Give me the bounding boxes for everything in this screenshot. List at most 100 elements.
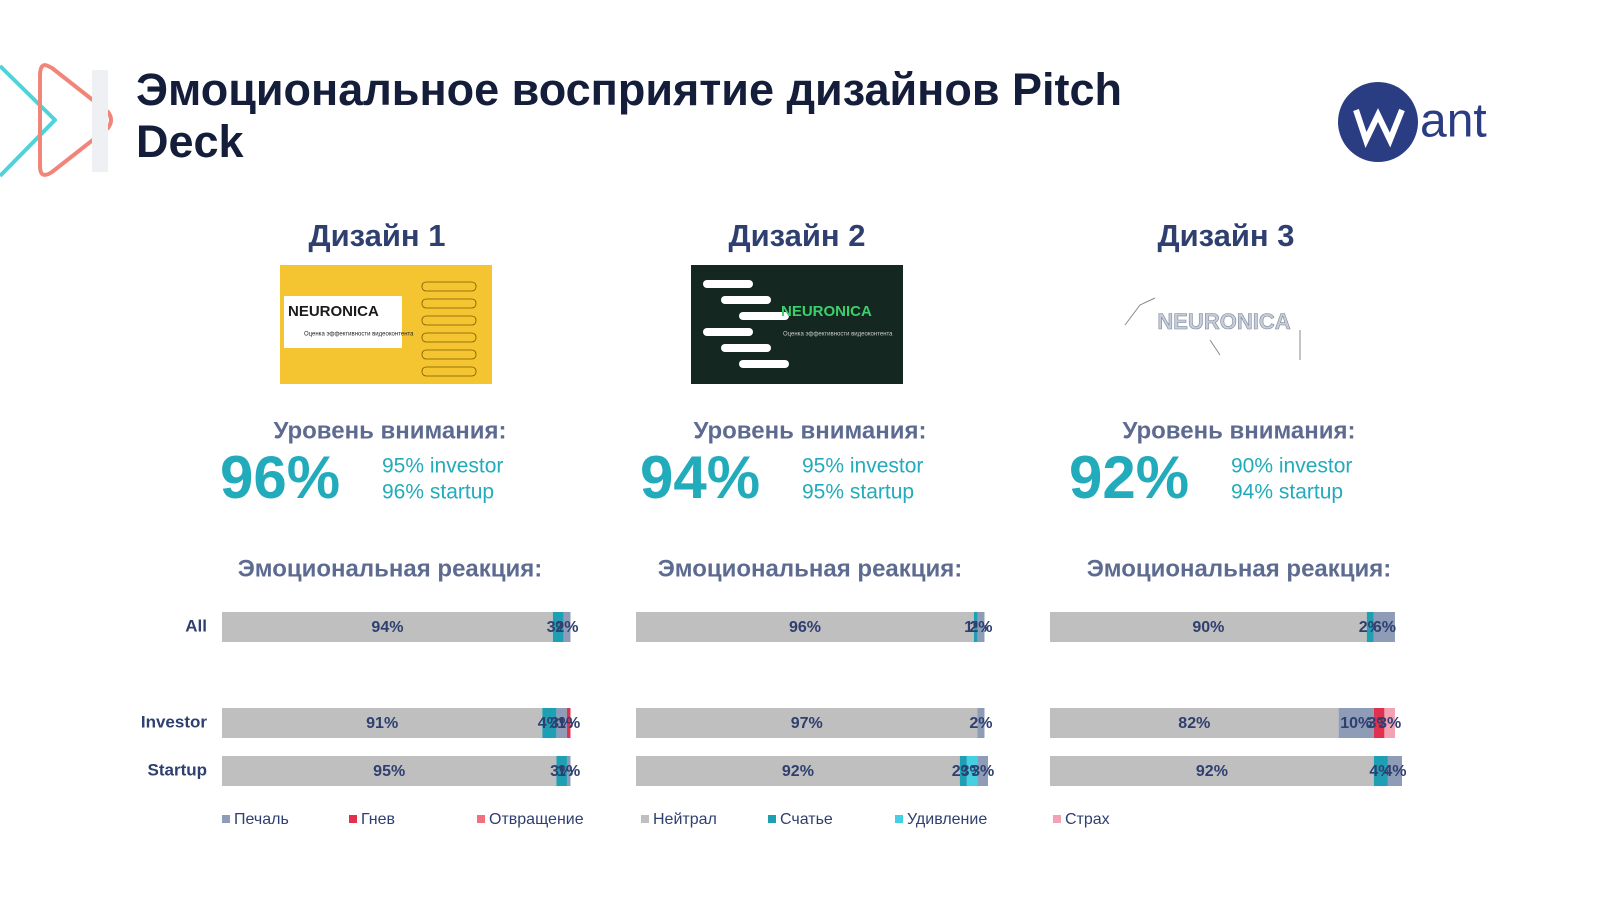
legend-swatch bbox=[768, 815, 776, 823]
thumbnail-pill bbox=[421, 349, 477, 360]
legend-label: Счатье bbox=[780, 811, 833, 828]
thumbnail-pill bbox=[703, 328, 753, 336]
value-label: 82% bbox=[1178, 715, 1210, 732]
bar-segment bbox=[966, 756, 978, 786]
bar-segment bbox=[556, 756, 567, 786]
value-label: 2% bbox=[555, 619, 578, 636]
attention-label: Уровень внимания: bbox=[273, 417, 506, 444]
arrow-decoration bbox=[0, 64, 57, 178]
bar-segment bbox=[1373, 708, 1385, 738]
value-label: 95% bbox=[373, 763, 405, 780]
thumbnail-pill bbox=[721, 344, 771, 352]
attention-value: 96% bbox=[220, 444, 340, 511]
bar-segment bbox=[1338, 708, 1374, 738]
bar-segment bbox=[566, 756, 571, 786]
attention-startup: 94% startup bbox=[1231, 481, 1343, 504]
value-label: 10% bbox=[1340, 715, 1372, 732]
bar-segment bbox=[1050, 708, 1339, 738]
thumbnail-pill bbox=[421, 366, 477, 377]
bar-segment bbox=[563, 612, 571, 642]
attention-value: 94% bbox=[640, 444, 760, 511]
logo-circle bbox=[1338, 82, 1418, 162]
legend-swatch bbox=[641, 815, 649, 823]
bar-segment bbox=[1373, 756, 1388, 786]
value-label: 3% bbox=[971, 763, 994, 780]
bar-segment bbox=[1373, 612, 1395, 642]
thumbnail-pill bbox=[739, 312, 789, 320]
bar-segment bbox=[1384, 708, 1395, 738]
attention-investor: 90% investor bbox=[1231, 455, 1352, 478]
attention-startup: 96% startup bbox=[382, 481, 494, 504]
reaction-label: Эмоциональная реакция: bbox=[238, 555, 543, 582]
bar-segment bbox=[977, 612, 985, 642]
thumbnail-sketch bbox=[1124, 297, 1301, 360]
logo-w bbox=[1353, 108, 1405, 148]
value-label: 2% bbox=[969, 619, 992, 636]
title-line: Deck bbox=[136, 116, 245, 167]
value-label: 4% bbox=[538, 715, 561, 732]
value-label: 4% bbox=[1383, 763, 1406, 780]
category-label: Startup bbox=[148, 760, 208, 779]
title-line: Эмоциональное восприятие дизайнов Pitch bbox=[136, 64, 1122, 115]
value-label: 1% bbox=[557, 715, 580, 732]
bar-segment bbox=[556, 708, 567, 738]
value-label: 97% bbox=[791, 715, 823, 732]
legend-swatch bbox=[349, 815, 357, 823]
attention-investor: 95% investor bbox=[802, 455, 923, 478]
design-heading: Дизайн 3 bbox=[1157, 218, 1294, 253]
bar-segment bbox=[542, 708, 557, 738]
bar-segment bbox=[636, 612, 974, 642]
thumbnail-panel bbox=[284, 296, 402, 348]
bar-segment bbox=[566, 708, 571, 738]
value-label: 6% bbox=[1373, 619, 1396, 636]
bar-segment bbox=[1050, 612, 1367, 642]
bar-segment bbox=[977, 756, 988, 786]
bar-segment bbox=[959, 756, 967, 786]
legend-label: Нейтрал bbox=[653, 811, 717, 828]
thumbnail-pill bbox=[739, 360, 789, 368]
bar-segment bbox=[636, 756, 960, 786]
value-label: 91% bbox=[366, 715, 398, 732]
legend-swatch bbox=[222, 815, 230, 823]
legend-label: Страх bbox=[1065, 811, 1110, 828]
value-label: 92% bbox=[782, 763, 814, 780]
bar-segment bbox=[977, 708, 985, 738]
legend-label: Печаль bbox=[234, 811, 289, 828]
bar-segment bbox=[1366, 612, 1374, 642]
category-label: Investor bbox=[141, 712, 208, 731]
thumbnail bbox=[1110, 265, 1322, 384]
bar-segment bbox=[1050, 756, 1374, 786]
category-label: All bbox=[185, 616, 207, 635]
value-label: 90% bbox=[1192, 619, 1224, 636]
thumbnail-subtitle: Оценка эффективности видеоконтента bbox=[783, 332, 893, 338]
attention-value: 92% bbox=[1069, 444, 1189, 511]
logo-text: ant bbox=[1420, 95, 1487, 148]
attention-label: Уровень внимания: bbox=[693, 417, 926, 444]
value-label: 96% bbox=[789, 619, 821, 636]
legend-label: Отвращение bbox=[489, 811, 584, 828]
bar-segment bbox=[222, 756, 557, 786]
bar-segment bbox=[636, 708, 978, 738]
decoration bbox=[0, 63, 113, 178]
arrow-decoration bbox=[38, 63, 113, 177]
reaction-label: Эмоциональная реакция: bbox=[658, 555, 963, 582]
thumbnail-title: NEURONICA bbox=[1157, 309, 1290, 334]
attention-startup: 95% startup bbox=[802, 481, 914, 504]
thumbnail-pill bbox=[703, 280, 753, 288]
legend-swatch bbox=[477, 815, 485, 823]
reaction-label: Эмоциональная реакция: bbox=[1087, 555, 1392, 582]
bar-segment bbox=[222, 708, 543, 738]
legend-label: Гнев bbox=[361, 811, 395, 828]
thumbnail-pill bbox=[421, 332, 477, 343]
bar-segment bbox=[1387, 756, 1402, 786]
bar-segment bbox=[552, 612, 564, 642]
legend-swatch bbox=[1053, 815, 1061, 823]
design-heading: Дизайн 2 bbox=[728, 218, 865, 253]
legend-swatch bbox=[895, 815, 903, 823]
thumbnail-pill bbox=[421, 281, 477, 292]
bar-segment bbox=[973, 612, 978, 642]
thumbnail-title: NEURONICA bbox=[288, 303, 379, 320]
thumbnail-pill bbox=[721, 296, 771, 304]
thumbnail-pill bbox=[421, 315, 477, 326]
value-label: 4% bbox=[1369, 763, 1392, 780]
